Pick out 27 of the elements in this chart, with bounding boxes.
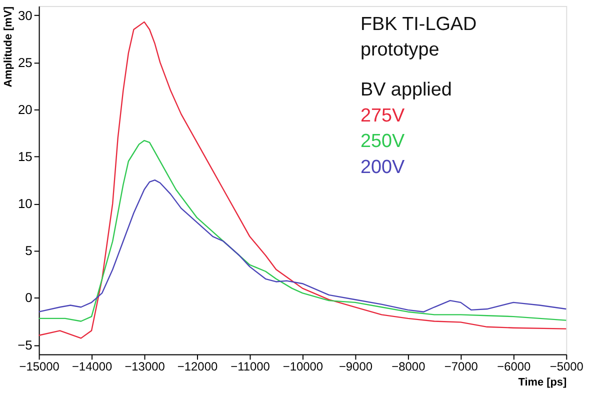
y-tick-label: 5 — [25, 243, 32, 258]
x-tick-label: −10000 — [282, 360, 324, 374]
text: 250V — [360, 131, 406, 152]
x-tick-label: −14000 — [72, 360, 112, 374]
x-axis-title: Time [ps] — [518, 376, 568, 389]
y-axis-title: Amplitude [mV] — [2, 6, 15, 88]
x-tick-label: −12000 — [177, 360, 218, 374]
text: 200V — [360, 157, 406, 178]
y-tick-label: 25 — [18, 54, 32, 70]
line-series — [38, 179, 567, 312]
text: 275V — [360, 105, 406, 126]
annotation: FBK TI-LGAD prototype — [360, 14, 477, 61]
y-tick-label: −5 — [18, 337, 32, 352]
legend-title: BV applied — [360, 80, 452, 100]
x-tick-label: −7000 — [444, 360, 478, 374]
y-tick-label: 20 — [18, 102, 32, 117]
y-tick-label: 10 — [18, 196, 32, 212]
y-tick-label: 30 — [18, 8, 32, 23]
y-tick-label: 15 — [18, 149, 32, 164]
x-tick-label: −15000 — [19, 360, 60, 374]
x-tick-label: −13000 — [124, 360, 166, 374]
x-tick-label: −8000 — [392, 360, 426, 374]
y-tick-label: 0 — [25, 290, 32, 306]
x-tick-label: −5000 — [550, 360, 584, 374]
x-tick-label: −11000 — [230, 360, 270, 374]
x-tick-label: −9000 — [338, 360, 373, 374]
x-tick-label: −6000 — [497, 360, 532, 374]
